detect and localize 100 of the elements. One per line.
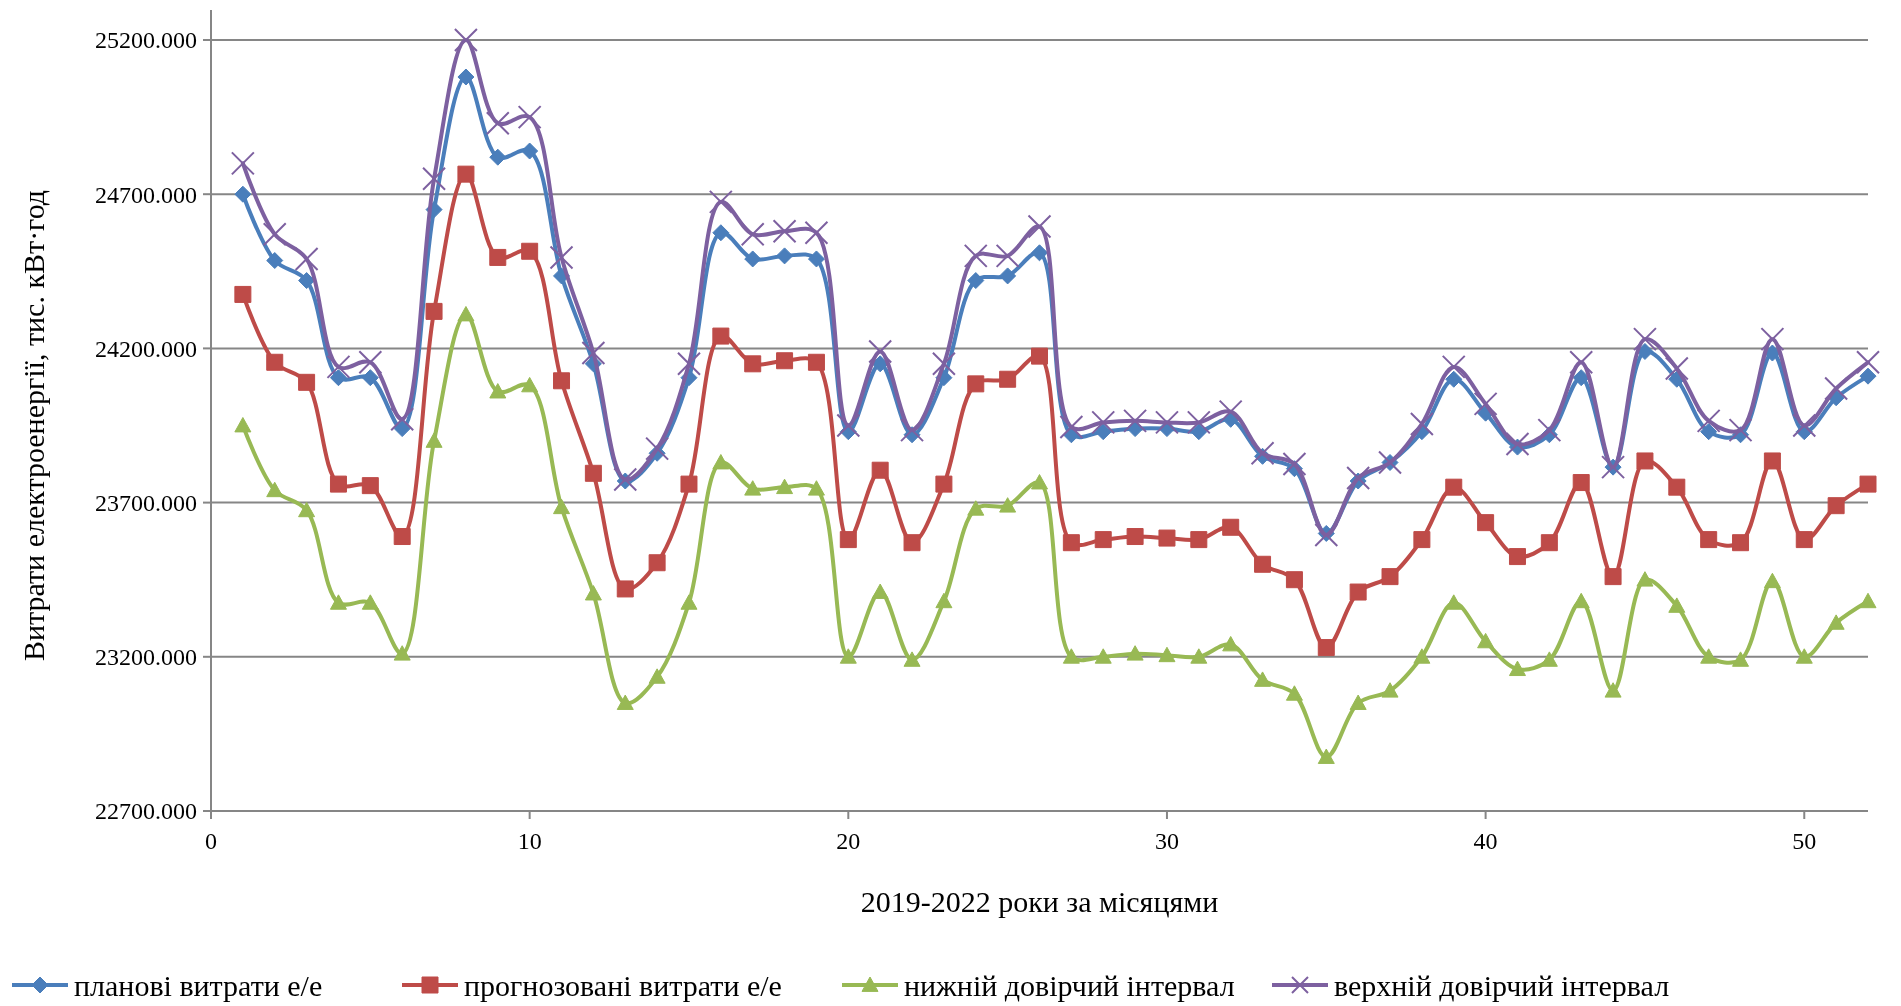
point <box>1123 408 1148 433</box>
point <box>807 480 825 496</box>
point <box>1314 522 1339 547</box>
point <box>1094 648 1112 664</box>
point <box>1349 583 1367 601</box>
point <box>1190 531 1208 549</box>
point <box>489 248 507 266</box>
point <box>807 250 825 268</box>
point <box>1763 452 1781 470</box>
point <box>1732 534 1750 552</box>
y-tick-label: 25200.000 <box>95 27 197 54</box>
point <box>744 480 762 496</box>
point <box>903 651 921 667</box>
x-tick-label: 0 <box>205 828 217 854</box>
point <box>266 252 284 270</box>
point <box>1381 682 1399 698</box>
x-tick-label: 40 <box>1473 828 1498 854</box>
point <box>1445 370 1463 388</box>
point <box>298 501 316 518</box>
point <box>999 497 1017 513</box>
point <box>1158 646 1176 663</box>
point <box>935 592 953 609</box>
point <box>1445 478 1463 496</box>
point <box>708 189 733 214</box>
point <box>903 534 921 552</box>
y-tick-label: 23700.000 <box>95 490 197 516</box>
point <box>680 475 698 493</box>
point <box>584 585 602 601</box>
point <box>457 68 475 86</box>
point <box>298 373 316 391</box>
point <box>712 224 730 242</box>
point <box>1477 632 1495 649</box>
point <box>935 475 953 493</box>
point <box>457 305 475 322</box>
point <box>1572 474 1590 492</box>
point <box>613 467 638 492</box>
point <box>361 594 379 610</box>
point <box>393 645 411 661</box>
point <box>1413 648 1431 664</box>
point <box>967 375 985 393</box>
point <box>744 355 762 373</box>
point <box>776 247 794 265</box>
point <box>1636 571 1654 587</box>
point <box>1477 514 1495 532</box>
point <box>1254 555 1272 573</box>
point <box>358 350 383 375</box>
point <box>230 151 255 176</box>
point <box>1636 452 1654 470</box>
x-tick-label: 30 <box>1154 828 1179 854</box>
point <box>584 464 602 482</box>
point <box>807 353 825 371</box>
legend-label: прогнозовані витрати е/е <box>464 968 782 1002</box>
y-axis-title: Витрати електроенергії, тис. кВт·год <box>17 189 50 662</box>
point <box>329 369 347 387</box>
point <box>839 648 857 664</box>
point <box>521 242 539 260</box>
point <box>1413 531 1431 549</box>
point <box>839 531 857 549</box>
point <box>772 219 797 244</box>
point <box>804 220 829 245</box>
point <box>1604 568 1622 586</box>
point <box>1031 474 1048 490</box>
point <box>1062 648 1080 664</box>
point <box>1795 648 1813 664</box>
point <box>1668 478 1686 496</box>
point <box>1445 594 1463 610</box>
point <box>1632 327 1657 352</box>
point <box>680 594 698 610</box>
point <box>1795 531 1813 549</box>
point <box>425 432 443 448</box>
point <box>581 341 606 366</box>
point <box>1760 327 1785 352</box>
point <box>1285 685 1303 701</box>
point <box>1027 214 1052 239</box>
point <box>648 668 666 684</box>
point <box>1732 651 1750 667</box>
point <box>1668 597 1686 613</box>
point <box>1222 635 1240 652</box>
point <box>1859 592 1877 609</box>
point <box>967 500 985 516</box>
y-tick-label: 22700.000 <box>95 798 197 825</box>
point <box>1031 244 1048 262</box>
point <box>329 475 347 493</box>
point <box>1126 528 1144 546</box>
point <box>1441 354 1466 379</box>
point <box>1059 415 1084 440</box>
point <box>836 413 861 438</box>
legend-label: нижній довірчий інтервал <box>904 968 1235 1002</box>
point <box>521 142 539 160</box>
point <box>1505 432 1530 456</box>
point <box>266 353 284 371</box>
point <box>1572 369 1590 387</box>
point <box>1728 418 1753 443</box>
point <box>1218 399 1243 424</box>
point <box>648 554 666 572</box>
point <box>361 477 379 495</box>
point <box>868 339 893 364</box>
point <box>326 354 351 379</box>
x-axis-title: 2019-2022 роки за місяцями <box>860 885 1219 918</box>
point <box>1827 497 1845 515</box>
